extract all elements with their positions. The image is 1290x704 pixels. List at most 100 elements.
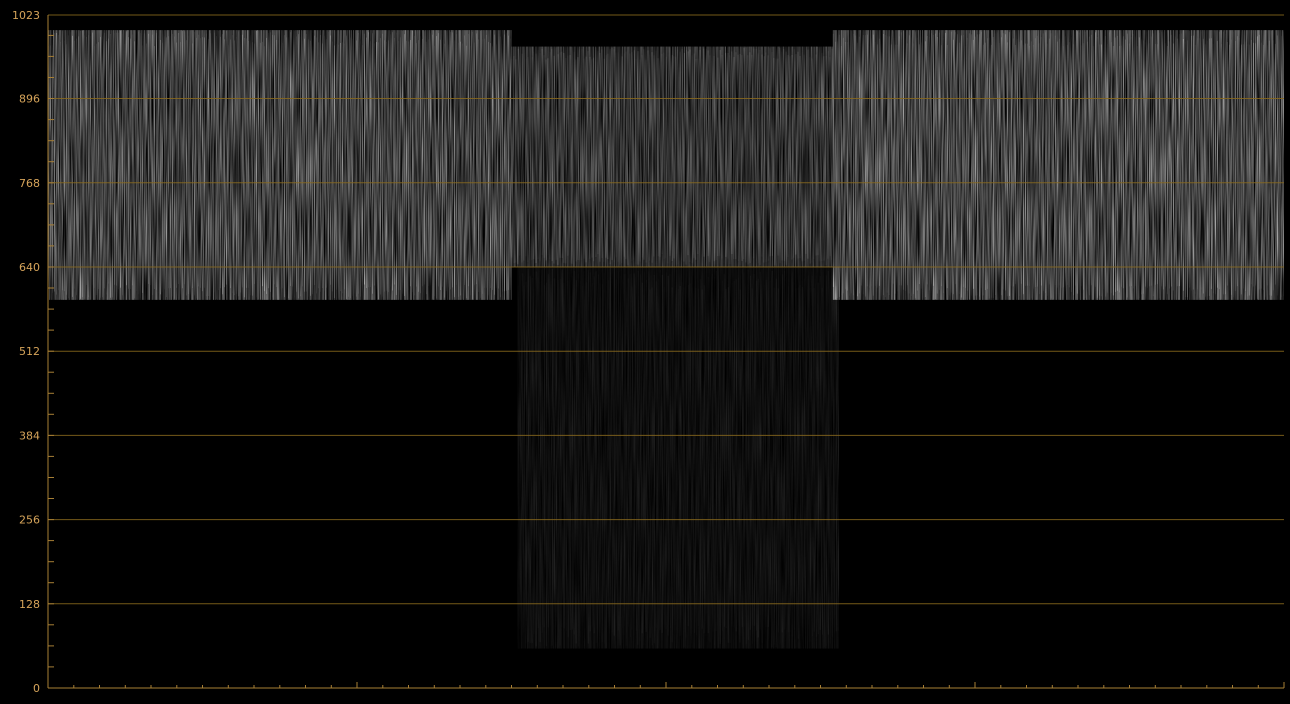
waveform-streak — [932, 35, 934, 286]
waveform-streak — [833, 281, 835, 634]
waveform-streak — [1242, 44, 1244, 289]
waveform-region-2 — [832, 30, 1284, 300]
waveform-streak — [944, 32, 946, 296]
waveform-streak — [813, 47, 815, 260]
waveform-streak — [988, 37, 990, 299]
waveform-streak — [442, 40, 443, 287]
waveform-streak — [1038, 43, 1040, 295]
waveform-streak — [1174, 36, 1176, 298]
waveform-streak — [786, 278, 787, 634]
waveform-streak — [692, 288, 693, 647]
waveform-streak — [130, 38, 131, 289]
waveform-streak — [745, 47, 747, 263]
waveform-streak — [599, 52, 601, 262]
waveform-streak — [344, 43, 345, 290]
waveform-streak — [669, 273, 671, 628]
waveform-streak — [673, 267, 675, 631]
waveform-streak — [625, 51, 627, 259]
waveform-streak — [771, 271, 773, 647]
waveform-streak — [1060, 31, 1062, 288]
waveform-streak — [685, 49, 687, 265]
waveform-streak — [430, 33, 431, 285]
waveform-streak — [908, 35, 910, 294]
waveform-streak — [1094, 32, 1096, 287]
waveform-streak — [612, 282, 613, 633]
waveform-streak — [418, 40, 419, 292]
waveform-streak — [248, 41, 249, 288]
waveform-streak — [597, 51, 599, 255]
waveform-streak — [627, 278, 629, 627]
waveform-streak — [749, 52, 751, 264]
waveform-streak — [1194, 45, 1196, 294]
waveform-streak — [659, 269, 661, 631]
waveform-streak — [551, 48, 553, 262]
waveform-streak — [420, 36, 421, 294]
waveform-streak — [1126, 33, 1128, 298]
waveform-streak — [128, 37, 129, 289]
waveform-streak — [268, 33, 269, 289]
y-tick-label-896: 896 — [19, 93, 40, 106]
waveform-streak — [541, 269, 543, 633]
waveform-streak — [886, 36, 888, 293]
waveform-region-1 — [511, 46, 833, 267]
waveform-streak — [190, 30, 191, 295]
waveform-streak — [537, 49, 539, 259]
waveform-streak — [591, 59, 593, 258]
waveform-streak — [1108, 32, 1110, 294]
waveform-streak — [54, 33, 55, 292]
waveform-streak — [1006, 42, 1008, 297]
waveform-streak — [575, 59, 577, 262]
waveform-streak — [737, 277, 739, 635]
waveform-streak — [966, 37, 968, 291]
waveform-streak — [697, 288, 699, 626]
y-tick-label-1023: 1023 — [12, 9, 40, 22]
waveform-streak — [1196, 38, 1198, 290]
waveform-streak — [637, 51, 639, 265]
waveform-streak — [328, 32, 329, 297]
waveform-streak — [632, 287, 633, 630]
waveform-streak — [912, 43, 914, 295]
waveform-streak — [607, 280, 609, 642]
waveform-streak — [108, 38, 109, 284]
waveform-streak — [645, 59, 647, 263]
waveform-streak — [852, 33, 854, 296]
waveform-streak — [691, 55, 693, 263]
waveform-streak — [1040, 37, 1042, 286]
waveform-streak — [874, 41, 876, 286]
waveform-streak — [721, 54, 723, 259]
waveform-streak — [448, 44, 449, 288]
waveform-streak — [535, 271, 537, 647]
waveform-streak — [476, 33, 477, 285]
waveform-streak — [561, 51, 563, 258]
waveform-streak — [807, 49, 809, 259]
waveform-streak — [559, 279, 561, 646]
waveform-streak — [1258, 34, 1260, 290]
waveform-streak — [787, 55, 789, 257]
waveform-streak — [176, 42, 177, 288]
waveform-streak — [1046, 43, 1048, 296]
waveform-streak — [1092, 46, 1094, 300]
waveform-streak — [587, 51, 589, 266]
waveform-streak — [376, 42, 377, 290]
waveform-streak — [844, 42, 846, 290]
waveform-streak — [1228, 44, 1230, 291]
waveform-streak — [84, 35, 85, 299]
waveform-streak — [1022, 44, 1024, 295]
waveform-streak — [613, 267, 615, 636]
waveform-streak — [1172, 43, 1174, 291]
waveform-region-0 — [48, 30, 512, 300]
waveform-streak — [641, 282, 643, 634]
waveform-streak — [1232, 31, 1234, 298]
waveform-band — [517, 266, 840, 649]
waveform-streak — [693, 53, 695, 259]
waveform-streak — [196, 37, 197, 299]
waveform-streak — [1262, 44, 1264, 290]
waveform-streak — [164, 36, 165, 290]
waveform-streak — [136, 30, 137, 291]
waveform-streak — [1018, 41, 1020, 297]
waveform-streak — [647, 50, 649, 267]
waveform-streak — [232, 35, 233, 294]
waveform-streak — [1134, 36, 1136, 286]
waveform-streak — [723, 273, 725, 627]
waveform-streak — [706, 268, 707, 636]
